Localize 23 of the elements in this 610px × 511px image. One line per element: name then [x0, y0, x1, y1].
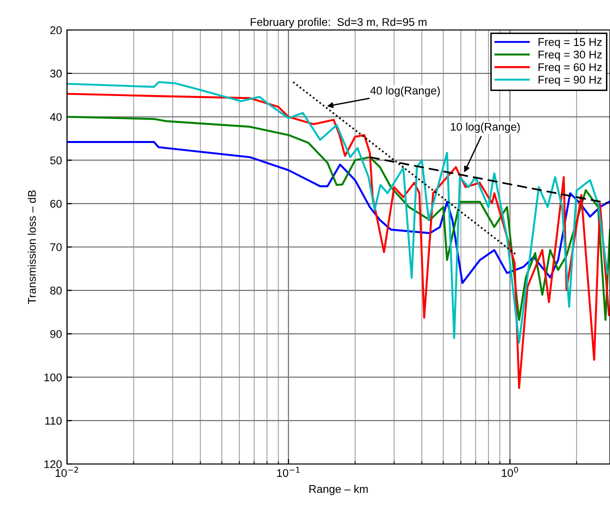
y-tick-label: 80 — [50, 286, 62, 295]
annotation: 40 log(Range) — [370, 86, 440, 97]
y-tick-label: 120 — [44, 460, 62, 468]
y-tick-label: 30 — [50, 70, 62, 78]
legend-label: Freq = 30 Hz — [538, 50, 602, 61]
y-tick-label: 60 — [50, 200, 62, 208]
chart-title: February profile: Sd=3 m, Rd=95 m — [250, 18, 426, 28]
y-tick-label: 40 — [50, 113, 62, 121]
y-tick-label: 90 — [50, 330, 62, 338]
legend-label: Freq = 90 Hz — [538, 76, 602, 86]
x-tick-label: 10$^{0}$ — [502, 466, 518, 477]
y-tick-label: 50 — [50, 156, 62, 164]
x-tick-label: 10$^{−2}$ — [56, 466, 78, 477]
legend-label: Freq = 15 Hz — [538, 38, 602, 48]
x-axis-title: Range – km — [309, 484, 368, 496]
y-axis-title: Transmission loss – dB — [28, 190, 36, 304]
x-tick-label: 10$^{−1}$ — [277, 466, 300, 477]
y-tick-label: 70 — [50, 243, 62, 252]
legend-label: Freq = 60 Hz — [538, 63, 602, 74]
annotation: 10 log(Range) — [450, 122, 520, 133]
y-tick-label: 20 — [50, 26, 62, 34]
y-tick-label: 110 — [45, 416, 62, 425]
y-tick-label: 100 — [44, 373, 62, 382]
